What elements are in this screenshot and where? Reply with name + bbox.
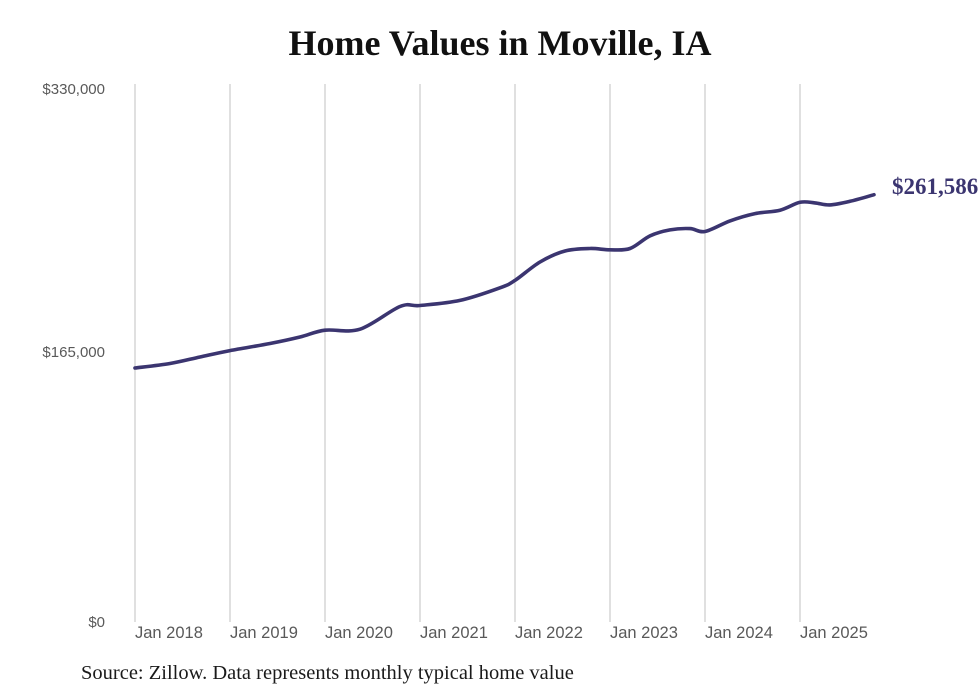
svg-text:$165,000: $165,000: [42, 344, 105, 361]
svg-text:Jan 2021: Jan 2021: [420, 624, 488, 642]
svg-text:Jan 2024: Jan 2024: [705, 624, 773, 642]
svg-text:Jan 2018: Jan 2018: [135, 624, 203, 642]
svg-text:$330,000: $330,000: [42, 81, 105, 98]
svg-text:$261,586: $261,586: [892, 174, 978, 199]
svg-text:Jan 2022: Jan 2022: [515, 624, 583, 642]
svg-text:Jan 2023: Jan 2023: [610, 624, 678, 642]
svg-text:$0: $0: [88, 614, 105, 631]
svg-text:Jan 2025: Jan 2025: [800, 624, 868, 642]
svg-text:Jan 2020: Jan 2020: [325, 624, 393, 642]
svg-text:Jan 2019: Jan 2019: [230, 624, 298, 642]
